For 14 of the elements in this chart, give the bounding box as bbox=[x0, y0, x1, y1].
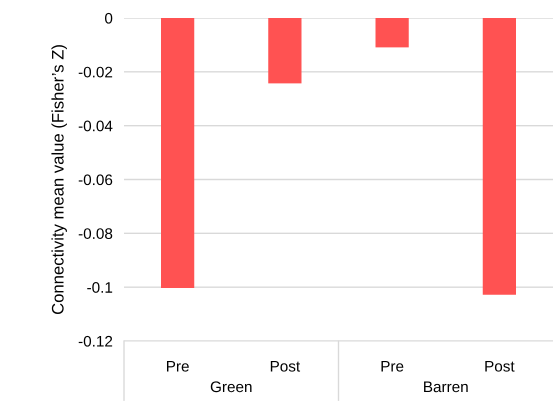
text: Barren bbox=[424, 382, 468, 392]
y-tick-label: -0.04 bbox=[78, 120, 112, 132]
y-axis-title: Connectivity mean value (Fisher’s Z) bbox=[51, 45, 67, 314]
text: Green bbox=[210, 381, 252, 392]
x-tick-label: Post bbox=[270, 361, 300, 372]
y-tick-label: -0.08 bbox=[78, 228, 112, 240]
y-tick-label: -0.06 bbox=[78, 174, 112, 186]
y-tick-label: -0.12 bbox=[78, 336, 112, 347]
y-tick-label: 0 bbox=[104, 12, 112, 24]
x-tick-label: Pre bbox=[166, 361, 189, 372]
y-tick-label: -0.02 bbox=[78, 66, 112, 78]
y-tick-label: -0.1 bbox=[87, 282, 112, 293]
x-tick-label: Pre bbox=[381, 361, 404, 372]
x-tick-label: Post bbox=[485, 361, 515, 372]
